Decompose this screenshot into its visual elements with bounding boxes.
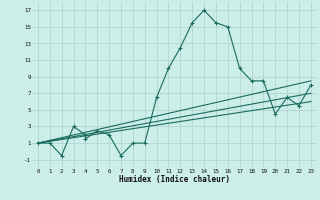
X-axis label: Humidex (Indice chaleur): Humidex (Indice chaleur) [119, 175, 230, 184]
